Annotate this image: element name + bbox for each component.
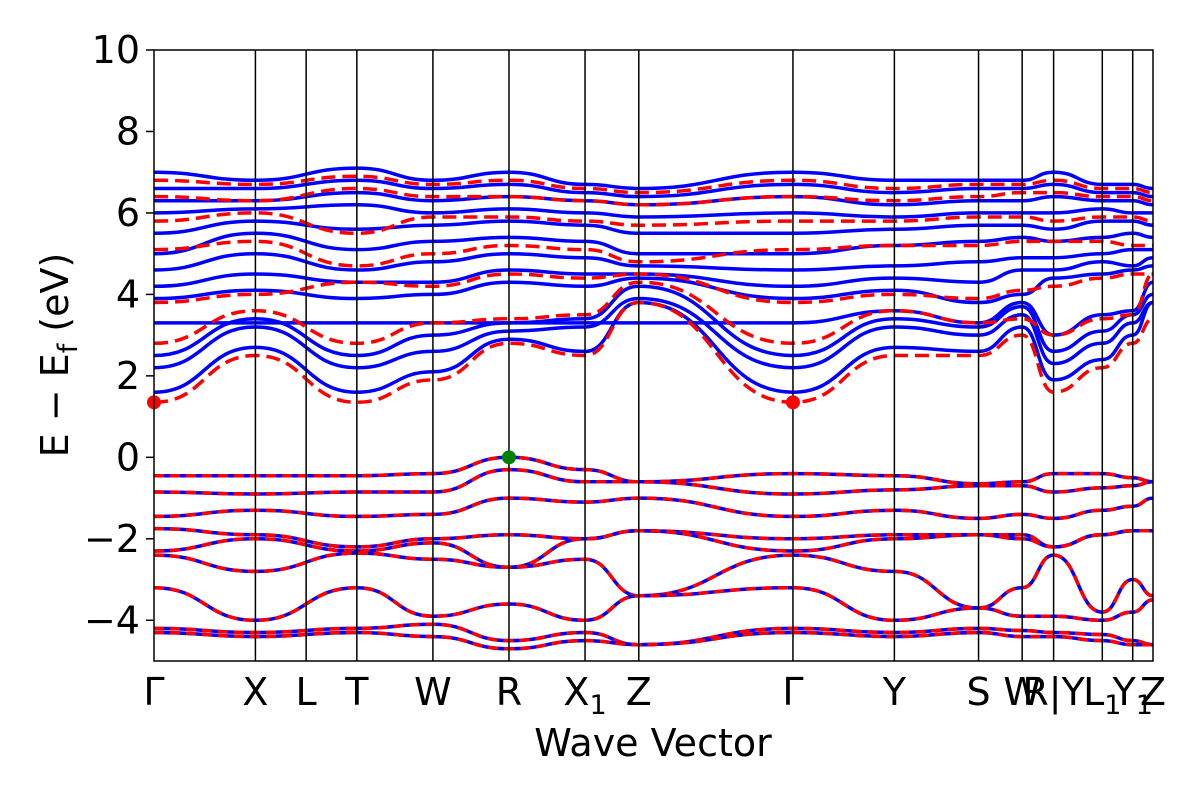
y-tick-label: 2 (116, 354, 140, 398)
x-tick-label: L1 (1083, 670, 1121, 721)
cbm-marker (785, 395, 800, 410)
y-axis-title-sub: f (53, 342, 84, 353)
y-axis-ticks: −4 −2 0 2 4 6 8 10 (84, 28, 154, 642)
y-axis-title-unit: (eV) (33, 253, 77, 344)
x-tick-label-sub: 1 (589, 690, 606, 721)
x-axis-title: Wave Vector (534, 721, 772, 765)
x-tick-label: Γ (782, 670, 803, 714)
y-axis-title: E − Ef (eV) (33, 253, 84, 458)
band-line-blue (154, 166, 1153, 191)
x-tick-label-sub: 1 (1136, 690, 1153, 721)
x-tick-label: Z (1140, 670, 1166, 714)
x-tick-label: X1 (563, 670, 606, 721)
valence-band-red-dashed (154, 551, 1153, 614)
valence-band-red-dashed (154, 455, 1153, 486)
plot-frame (153, 49, 1154, 662)
x-tick-label-sub: 1 (1104, 690, 1121, 721)
valence-band-red-dashed (154, 622, 1153, 647)
x-tick-label: R (496, 670, 522, 714)
y-tick-label: −2 (84, 517, 140, 561)
x-tick-label: L (296, 670, 317, 714)
x-tick-label: T (344, 670, 369, 714)
valence-band-red-dashed (154, 630, 1153, 651)
y-tick-label: 4 (116, 272, 140, 316)
kpoint-lines-layer (254, 50, 1134, 661)
y-tick-label: 6 (116, 191, 140, 235)
band-line-red-dashed (154, 272, 1153, 305)
x-tick-label: Y (882, 670, 907, 714)
vbm-marker (501, 450, 516, 465)
y-tick-label: 8 (116, 109, 140, 153)
band-line-red-dashed (154, 239, 1153, 268)
valence-band-red-dashed (154, 496, 1153, 521)
y-tick-label: 0 (116, 435, 140, 479)
y-tick-label: −4 (84, 598, 140, 642)
x-tick-label: W (414, 670, 452, 714)
x-tick-label: W (1003, 670, 1041, 714)
valence-band-red-dashed (154, 528, 1153, 570)
x-tick-label: S (966, 670, 990, 714)
x-tick-label: Γ (143, 670, 164, 714)
y-axis-title-main: E − E (33, 353, 77, 457)
x-tick-label: X (242, 670, 268, 714)
x-tick-label: Z (626, 670, 652, 714)
x-tick-label: R|Y (1022, 670, 1085, 715)
y-tick-label: 10 (92, 28, 140, 72)
